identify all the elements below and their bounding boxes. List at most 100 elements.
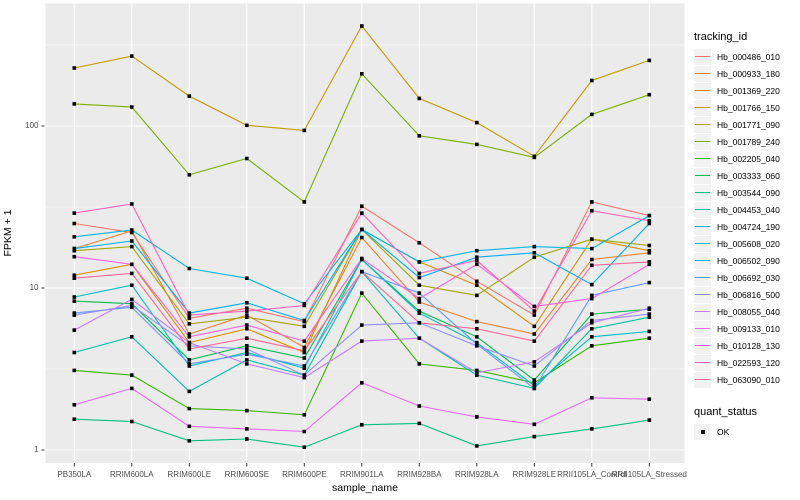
legend-entry-Hb_001766_150: Hb_001766_150	[694, 99, 780, 116]
data-point	[647, 329, 652, 334]
data-point	[532, 364, 537, 368]
data-point	[72, 246, 77, 251]
data-point	[647, 306, 652, 310]
data-point	[245, 408, 249, 413]
data-point	[417, 321, 422, 325]
data-point	[647, 262, 652, 267]
legend-entry-label: OK	[717, 426, 730, 437]
legend-entry-label: Hb_006502_090	[717, 255, 780, 266]
data-point	[590, 263, 594, 268]
data-point	[417, 271, 422, 276]
data-point	[72, 235, 77, 239]
legend-key-line	[695, 55, 710, 57]
data-point	[475, 248, 479, 253]
data-point	[532, 332, 537, 336]
data-point	[360, 72, 364, 76]
data-point	[72, 295, 77, 299]
legend-entry-label: Hb_008055_040	[717, 306, 780, 317]
data-point	[302, 366, 307, 370]
data-point	[245, 327, 249, 331]
legend-key-swatch	[694, 269, 711, 286]
data-point	[72, 248, 77, 253]
data-point	[475, 344, 479, 348]
legend-key-line	[695, 276, 710, 278]
data-point	[532, 309, 537, 313]
data-point	[130, 239, 134, 243]
x-tick-label-PB350LA: PB350LA	[57, 470, 92, 479]
data-point	[647, 92, 652, 97]
data-point	[245, 437, 249, 441]
x-tick-label-RRIM928LE: RRIM928LE	[512, 470, 557, 479]
data-point	[302, 348, 307, 353]
data-point	[245, 123, 249, 128]
data-point	[187, 313, 192, 317]
legend-entry-label: Hb_009133_010	[717, 323, 780, 334]
data-point	[302, 445, 307, 449]
legend-entry-label: Hb_000933_180	[717, 68, 780, 79]
data-point	[245, 352, 249, 356]
legend-entry-label: Hb_010128_130	[717, 340, 780, 351]
data-point	[130, 335, 134, 339]
legend-key-swatch	[694, 116, 711, 133]
data-point	[245, 313, 249, 317]
data-point	[245, 276, 249, 280]
data-point	[187, 94, 192, 98]
legend-key-line	[695, 72, 710, 74]
data-point	[417, 283, 422, 287]
legend-entry-label: Hb_001771_090	[717, 119, 780, 130]
data-point	[590, 396, 594, 400]
legend-entry-label: Hb_003544_090	[717, 187, 780, 198]
legend-entry-Hb_010128_130: Hb_010128_130	[694, 337, 780, 354]
data-point	[647, 219, 652, 223]
data-point	[590, 427, 594, 431]
data-point	[647, 58, 652, 63]
data-point	[475, 370, 479, 375]
data-point	[187, 311, 192, 315]
data-point	[302, 200, 307, 204]
legend-entry-Hb_063090_010: Hb_063090_010	[694, 371, 780, 388]
x-tick-label-RRII105LA_Control: RRII105LA_Control	[557, 470, 627, 479]
legend-key-swatch	[694, 65, 711, 82]
data-point	[72, 417, 77, 421]
data-point	[302, 413, 307, 417]
data-point	[302, 429, 307, 434]
data-point	[360, 381, 364, 385]
legend-key-line	[695, 225, 710, 227]
legend-entry-Hb_022593_120: Hb_022593_120	[694, 354, 780, 371]
data-point	[417, 241, 422, 245]
y-tick-label-10: 10	[29, 283, 39, 292]
data-point	[187, 439, 192, 443]
data-point	[475, 293, 479, 298]
legend-entry-label: Hb_001766_150	[717, 102, 780, 113]
legend-shape-entries: OK	[694, 423, 729, 440]
data-point	[417, 421, 422, 426]
data-point	[187, 340, 192, 345]
data-point	[475, 255, 479, 259]
data-point	[417, 336, 422, 340]
legend-entry-Hb_008055_040: Hb_008055_040	[694, 303, 780, 320]
legend-entry-label: Hb_022593_120	[717, 357, 780, 368]
legend-key-line	[695, 361, 710, 363]
data-point	[245, 309, 249, 313]
data-point	[590, 293, 594, 298]
legend-entry-Hb_004453_040: Hb_004453_040	[694, 201, 780, 218]
legend-entry-label: Hb_000486_010	[717, 51, 780, 62]
data-point	[475, 368, 479, 373]
legend-key-swatch	[694, 337, 711, 354]
legend-entry-label: Hb_002205_040	[717, 153, 780, 164]
data-point	[417, 134, 422, 138]
data-point	[245, 306, 249, 310]
data-point	[302, 339, 307, 343]
data-point	[590, 246, 594, 251]
legend-entry-label: Hb_006692_030	[717, 272, 780, 283]
x-tick-label-RRII105LA_Stressed: RRII105LA_Stressed	[611, 470, 687, 479]
data-point	[130, 373, 134, 377]
x-tick-label-RRIM600SE: RRIM600SE	[224, 470, 270, 479]
data-point	[360, 339, 364, 343]
data-point	[475, 373, 479, 377]
legend-key-line	[695, 378, 710, 380]
data-point	[302, 364, 307, 368]
data-point	[187, 266, 192, 271]
